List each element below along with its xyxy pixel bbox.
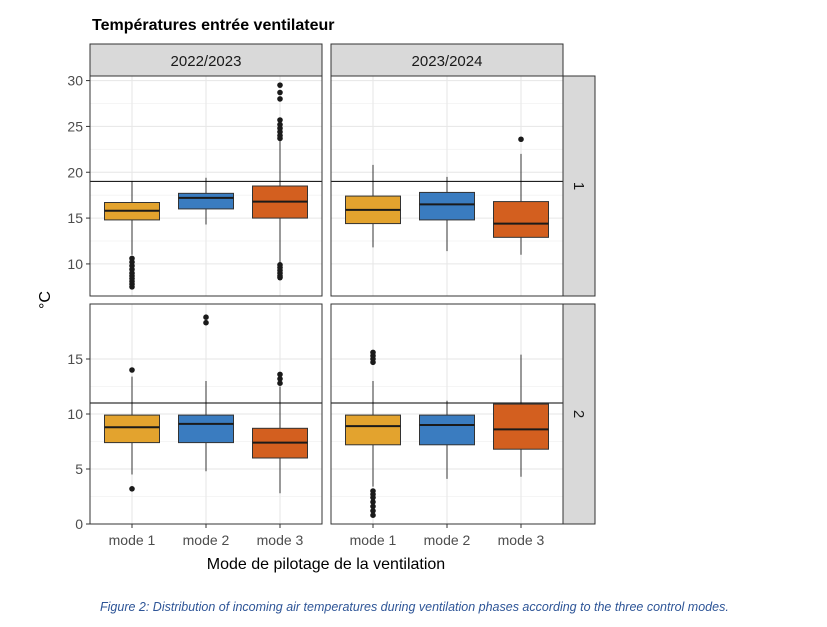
outlier-point: [277, 274, 283, 281]
box-mode-3: [493, 136, 549, 255]
box-iqr: [419, 191, 475, 221]
box-mode-2: [419, 176, 475, 252]
y-tick-label: 25: [67, 118, 83, 134]
box-iqr: [493, 403, 549, 450]
outlier-point: [370, 359, 376, 366]
row-strip: [562, 75, 596, 297]
column-strip: [89, 43, 323, 77]
column-strip-label: 2022/2023: [171, 53, 242, 70]
outlier-point: [203, 319, 209, 326]
x-tick-label: mode 2: [183, 532, 230, 548]
outlier-point: [129, 284, 135, 290]
outlier-point: [277, 117, 283, 123]
chart-title: Températures entrée ventilateur: [92, 17, 334, 34]
y-tick-label: 0: [75, 516, 83, 532]
box-mode-2: [178, 177, 234, 225]
box-mode-2: [178, 314, 234, 472]
facet-panel: [89, 75, 323, 297]
box-mode-3: [493, 354, 549, 477]
outlier-point: [370, 499, 376, 505]
box-iqr: [178, 414, 234, 444]
x-tick-label: mode 3: [257, 532, 304, 548]
box-mode-1: [345, 349, 401, 518]
outlier-point: [277, 376, 283, 382]
outlier-point: [129, 367, 135, 373]
box-iqr: [345, 414, 401, 446]
y-tick-label: 5: [75, 461, 83, 477]
box-mode-3: [252, 82, 308, 281]
x-axis-label: Mode de pilotage de la ventilation: [207, 556, 445, 573]
box-iqr: [104, 414, 160, 444]
facet-panel: [330, 303, 564, 525]
box-mode-2: [419, 400, 475, 479]
outlier-point: [370, 494, 376, 501]
outlier-point: [277, 380, 283, 387]
y-tick-label: 10: [67, 406, 83, 422]
outlier-point: [370, 512, 376, 518]
facet-panel: [330, 75, 564, 297]
box-iqr: [419, 414, 475, 446]
x-tick-label: mode 2: [424, 532, 471, 548]
y-tick-label: 20: [67, 164, 83, 180]
outlier-point: [370, 508, 376, 514]
outlier-point: [203, 314, 209, 321]
row-strip-label: 1: [570, 182, 587, 190]
box-mode-1: [104, 367, 160, 492]
outlier-point: [518, 136, 524, 143]
box-mode-1: [345, 164, 401, 248]
x-tick-label: mode 1: [350, 532, 397, 548]
axes: 10 15 20 25 30 0 5 10 15 mode 1 mode 2 mode 3 mode 1…: [67, 73, 544, 548]
box-mode-1: [104, 181, 160, 290]
facet-panel: [89, 303, 323, 525]
column-strip: [330, 43, 564, 77]
row-strip-label: 2: [570, 410, 587, 418]
outlier-point: [277, 135, 283, 142]
row-strip: [562, 303, 596, 525]
outlier-point: [277, 371, 283, 378]
outlier-point: [277, 82, 283, 88]
facet-strips: 2022/2023 2023/2024 1 2: [89, 43, 596, 525]
y-tick-label: 15: [67, 351, 83, 367]
y-tick-label: 10: [67, 256, 83, 272]
y-axis-label: °C: [37, 291, 54, 309]
facet-panels: [89, 75, 564, 525]
outlier-point: [277, 96, 283, 102]
x-tick-label: mode 1: [109, 532, 156, 548]
box-iqr: [178, 192, 234, 210]
box-iqr: [493, 201, 549, 238]
box-mode-3: [252, 371, 308, 494]
figure-caption: Figure 2: Distribution of incoming air t…: [100, 600, 729, 614]
column-strip-label: 2023/2024: [412, 53, 483, 70]
x-tick-label: mode 3: [498, 532, 545, 548]
y-tick-label: 15: [67, 210, 83, 226]
outlier-point: [129, 486, 135, 492]
outlier-point: [370, 503, 376, 510]
outlier-point: [277, 89, 283, 96]
y-tick-label: 30: [67, 73, 83, 89]
